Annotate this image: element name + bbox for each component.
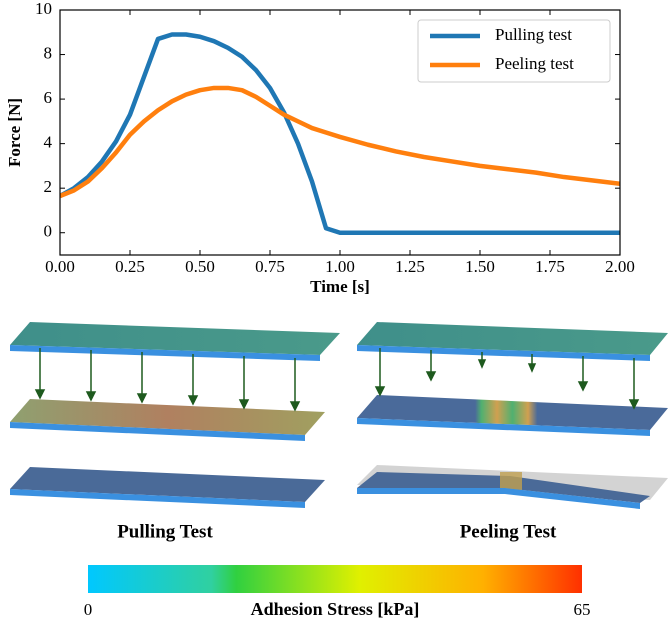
panel-title: Pulling Test <box>117 521 213 542</box>
colorbar-label: Adhesion Stress [kPa] <box>251 599 420 619</box>
panel-title: Peeling Test <box>460 521 557 542</box>
y-tick-label: 8 <box>44 43 53 62</box>
illustrations <box>10 322 668 509</box>
slab <box>10 467 325 502</box>
x-tick-label: 1.50 <box>465 257 495 276</box>
y-axis-label: Force [N] <box>5 98 24 167</box>
y-tick-label: 0 <box>44 222 53 241</box>
y-tick-label: 2 <box>44 177 53 196</box>
line <box>60 85 620 199</box>
colorbar-max: 65 <box>574 600 591 619</box>
slab <box>357 322 668 355</box>
slab-edge <box>357 418 650 436</box>
arrows <box>34 348 640 412</box>
line <box>60 32 620 235</box>
plot: 0.00 0.25 0.50 0.75 1.00 1.25 1.50 1.75 2.00 0 2 4 6… <box>5 0 635 296</box>
legend-label: Pulling test <box>495 25 572 44</box>
x-tick-label: 1.25 <box>395 257 425 276</box>
slab <box>357 395 668 430</box>
slab-edge <box>357 488 640 509</box>
stress-band <box>500 472 522 490</box>
x-axis-label: Time [s] <box>310 277 370 296</box>
x-tick-label: 1.00 <box>325 257 355 276</box>
slab <box>10 399 325 435</box>
x-tick-label: 0.00 <box>45 257 75 276</box>
slab <box>10 322 340 355</box>
slab-edge <box>10 489 305 508</box>
x-tick-label: 2.00 <box>605 257 635 276</box>
slab-edge <box>10 422 305 441</box>
x-tick-label: 0.25 <box>115 257 145 276</box>
lines <box>60 32 620 235</box>
y-tick-label: 10 <box>35 0 52 18</box>
slab-edge <box>357 345 650 361</box>
colorbar <box>88 565 582 593</box>
slab-edge <box>10 345 320 361</box>
x-tick-label: 0.75 <box>255 257 285 276</box>
x-tick-label: 1.75 <box>535 257 565 276</box>
y-tick-label: 4 <box>44 133 53 152</box>
plot-frame <box>59 9 621 256</box>
y-tick-label: 6 <box>44 88 53 107</box>
legend-label: Peeling test <box>495 54 574 73</box>
colorbar-min: 0 <box>84 600 93 619</box>
x-tick-label: 0.50 <box>185 257 215 276</box>
